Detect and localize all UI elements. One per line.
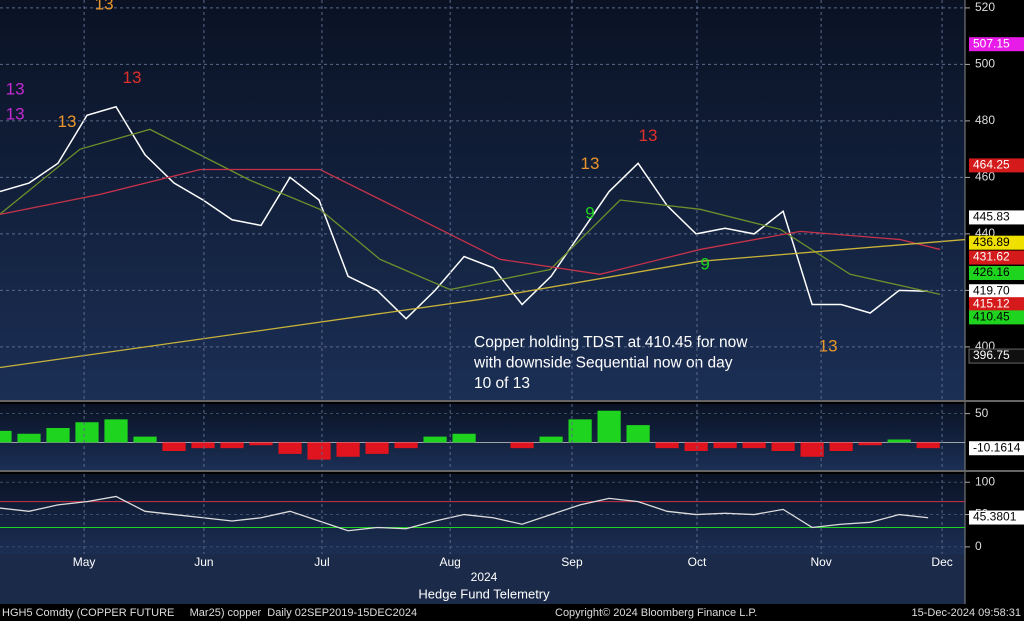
macd-panel [0, 404, 965, 470]
value-box [969, 441, 1024, 456]
histogram-bar [104, 419, 128, 443]
annotation: 10 of 13 [474, 375, 530, 392]
sequential-count: 13 [819, 336, 838, 355]
price-line [0, 105, 929, 320]
y-tick-label: 500 [975, 57, 995, 71]
y-tick-label: 100 [975, 474, 995, 488]
y-tick-label: 460 [975, 170, 995, 184]
sequential-count: 13 [6, 79, 25, 98]
footer-center: Copyright© 2024 Bloomberg Finance L.P. [555, 607, 757, 619]
histogram-bar [365, 442, 389, 454]
sequential-count: 9 [585, 204, 594, 223]
sequential-count: 13 [6, 105, 25, 124]
price-label-box [969, 297, 1024, 312]
histogram-bar [684, 442, 708, 452]
histogram-bar [800, 442, 824, 457]
price-label-box [969, 265, 1024, 280]
value-label: 45.3801 [973, 510, 1017, 524]
price-panel [0, 0, 965, 400]
histogram-bar [626, 425, 650, 443]
histogram-bar [394, 442, 418, 449]
histogram-bar [133, 436, 157, 443]
moving-average [0, 238, 966, 369]
price-label: 419.70 [973, 283, 1010, 297]
histogram-bar [162, 442, 186, 452]
histogram-bar [0, 430, 12, 443]
histogram-bar [423, 436, 447, 443]
price-label-box [969, 310, 1024, 325]
sequential-count: 9 [700, 254, 709, 273]
histogram-bar [887, 439, 911, 443]
histogram-bar [916, 442, 940, 449]
caption: Hedge Fund Telemetry [418, 586, 550, 601]
annotation: with downside Sequential now on day [473, 355, 733, 372]
price-label: 426.16 [973, 265, 1010, 279]
price-label-box [969, 210, 1024, 225]
histogram-bar [452, 433, 476, 443]
sequential-count: 13 [581, 154, 600, 173]
y-tick-label: 520 [975, 0, 995, 14]
histogram-bar [771, 442, 795, 452]
x-tick-label: Nov [810, 555, 831, 569]
price-label-box [968, 348, 1024, 364]
value-label: -10.1614 [973, 440, 1021, 454]
histogram-bar [568, 419, 592, 443]
sequential-count: 13 [639, 126, 658, 145]
moving-average [0, 168, 941, 275]
histogram-bar [220, 442, 244, 449]
histogram-bar [191, 442, 215, 449]
sequential-count: 13 [95, 0, 114, 14]
price-label: 507.15 [973, 36, 1010, 50]
price-label: 436.89 [973, 235, 1010, 249]
price-label-box [969, 235, 1024, 250]
price-label-box [969, 158, 1024, 173]
y-tick-label: 50 [975, 406, 989, 420]
histogram-bar [539, 436, 563, 443]
histogram-bar [858, 442, 882, 446]
histogram-bar [655, 442, 679, 449]
x-tick-label: May [73, 555, 96, 569]
sequential-count: 13 [58, 112, 77, 131]
histogram-bar [278, 442, 302, 454]
price-label: 445.83 [973, 210, 1010, 224]
footer-right: 15-Dec-2024 09:58:31 [912, 607, 1021, 619]
histogram-bar [17, 433, 41, 443]
price-label-box [969, 284, 1024, 299]
histogram-bar [742, 442, 766, 449]
price-label: 415.12 [973, 296, 1010, 310]
x-tick-label: Jun [194, 555, 213, 569]
x-axis-panel [0, 554, 965, 604]
histogram-bar [46, 427, 70, 443]
x-tick-label: Oct [688, 555, 707, 569]
x-tick-label: Jul [314, 555, 329, 569]
sequential-count: 13 [123, 68, 142, 87]
x-tick-label: Aug [439, 555, 460, 569]
histogram-bar [829, 442, 853, 452]
histogram-bar [249, 442, 273, 446]
price-label-box [969, 250, 1024, 265]
rsi-line [0, 495, 929, 532]
price-label: 431.62 [973, 250, 1010, 264]
price-label-box [969, 37, 1024, 52]
rsi-panel [0, 474, 965, 554]
footer-left: HGH5 Comdty (COPPER FUTURE Mar25) copper… [2, 607, 417, 619]
x-tick-label: Dec [931, 555, 952, 569]
histogram-bar [713, 442, 737, 449]
price-label: 396.75 [973, 348, 1010, 362]
y-tick-label: 480 [975, 113, 995, 127]
price-label: 464.25 [973, 158, 1010, 172]
y-tick-label: 0 [975, 539, 982, 553]
value-box [969, 510, 1024, 525]
histogram-bar [597, 410, 621, 443]
footer [0, 605, 1024, 621]
x-tick-label: Sep [561, 555, 583, 569]
histogram-bar [307, 442, 331, 460]
annotation: Copper holding TDST at 410.45 for now [474, 334, 748, 351]
histogram-bar [510, 442, 534, 449]
x-year-label: 2024 [471, 570, 498, 584]
histogram-bar [75, 422, 99, 443]
histogram-bar [336, 442, 360, 457]
price-label: 410.45 [973, 310, 1010, 324]
